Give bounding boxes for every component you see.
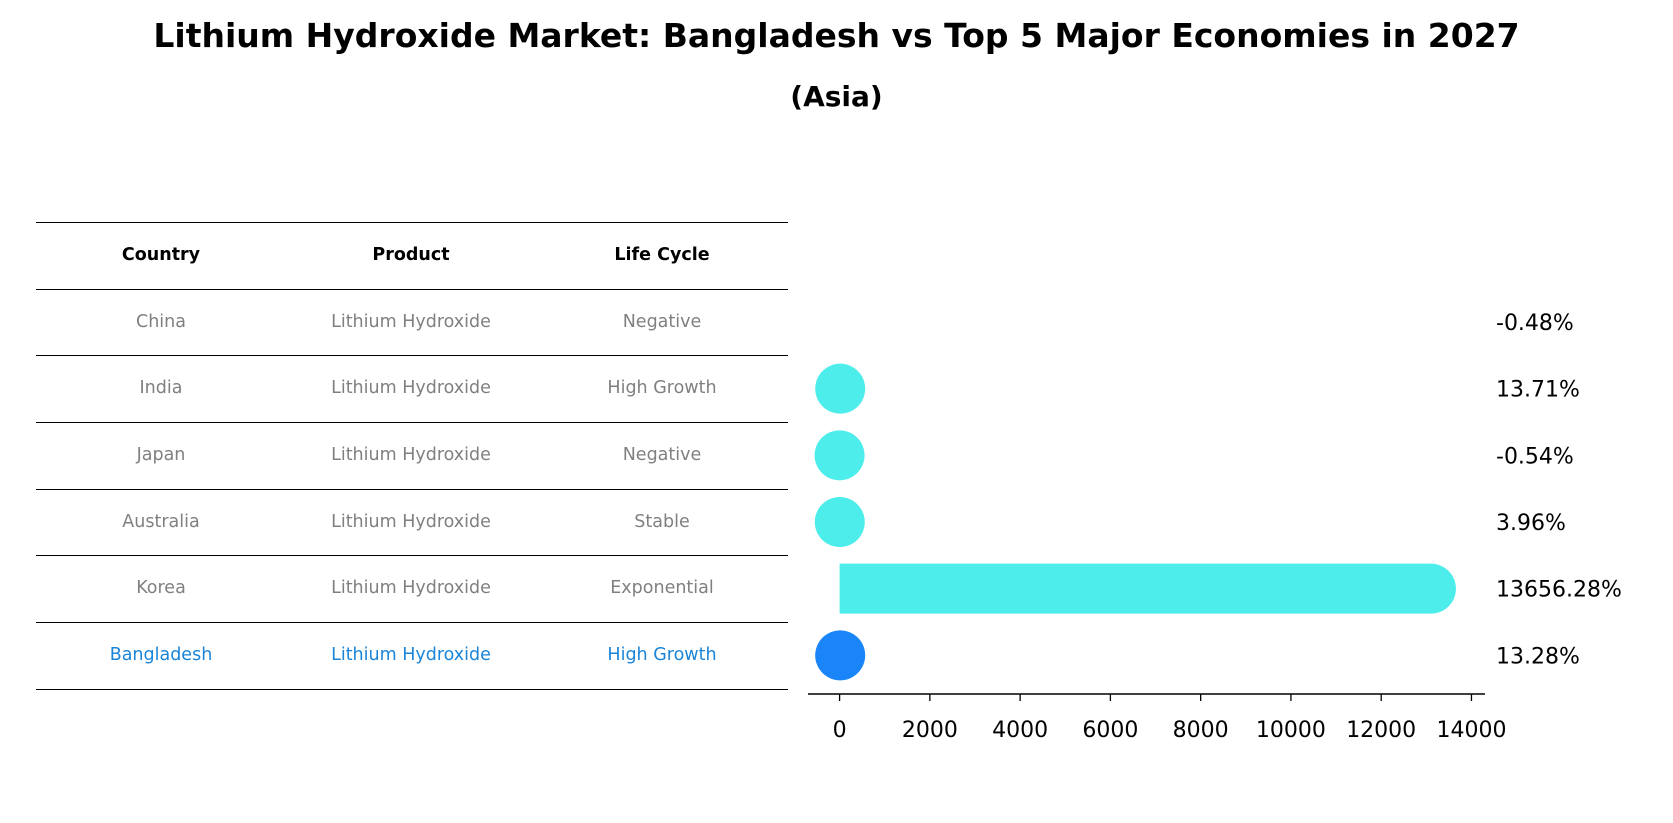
x-tick-label: 14000 — [1436, 718, 1506, 743]
table-rule — [36, 555, 788, 556]
row-china-country: China — [136, 312, 186, 332]
header-product: Product — [372, 245, 450, 265]
row-bangladesh-product: Lithium Hydroxide — [331, 645, 491, 665]
bar-india — [815, 363, 866, 414]
row-china-product: Lithium Hydroxide — [331, 312, 491, 332]
row-bangladesh-life-cycle: High Growth — [607, 645, 717, 665]
row-japan-product: Lithium Hydroxide — [331, 445, 491, 465]
header-country: Country — [121, 245, 201, 265]
x-tick-label: 0 — [833, 718, 847, 743]
x-tick-label: 12000 — [1346, 718, 1416, 743]
bar-australia — [814, 497, 865, 548]
table-rule — [36, 289, 788, 290]
bar-japan — [814, 430, 865, 481]
row-korea-life-cycle: Exponential — [610, 578, 714, 598]
row-india-country: India — [139, 378, 183, 398]
x-tick-label: 2000 — [902, 718, 958, 743]
bar-korea — [839, 563, 1456, 614]
value-label-australia: 3.96% — [1496, 511, 1566, 536]
x-tick-label: 6000 — [1082, 718, 1138, 743]
x-tick-label: 8000 — [1173, 718, 1229, 743]
row-korea-product: Lithium Hydroxide — [331, 578, 491, 598]
chart-title: Lithium Hydroxide Market: Bangladesh vs … — [153, 16, 1520, 55]
row-india-life-cycle: High Growth — [607, 378, 717, 398]
value-label-bangladesh: 13.28% — [1496, 644, 1580, 669]
x-tick-label: 4000 — [992, 718, 1048, 743]
table-rule — [36, 355, 788, 356]
header-life-cycle: Life Cycle — [614, 245, 710, 265]
table-rule — [36, 689, 788, 690]
row-korea-country: Korea — [136, 578, 186, 598]
row-japan-country: Japan — [136, 445, 186, 465]
row-japan-life-cycle: Negative — [622, 445, 702, 465]
table-rule — [36, 422, 788, 423]
row-india-product: Lithium Hydroxide — [331, 378, 491, 398]
bar-bangladesh — [815, 630, 866, 681]
value-label-india: 13.71% — [1496, 378, 1580, 403]
row-china-life-cycle: Negative — [622, 312, 702, 332]
value-label-japan: -0.54% — [1496, 444, 1574, 469]
table-rule — [36, 489, 788, 490]
row-australia-life-cycle: Stable — [634, 512, 690, 532]
table-rule — [36, 222, 788, 223]
row-australia-product: Lithium Hydroxide — [331, 512, 491, 532]
table-rule — [36, 622, 788, 623]
x-tick-label: 10000 — [1256, 718, 1326, 743]
value-label-china: -0.48% — [1496, 311, 1574, 336]
row-bangladesh-country: Bangladesh — [109, 645, 213, 665]
row-australia-country: Australia — [122, 512, 200, 532]
value-label-korea: 13656.28% — [1496, 578, 1622, 603]
chart-subtitle: (Asia) — [790, 80, 883, 113]
